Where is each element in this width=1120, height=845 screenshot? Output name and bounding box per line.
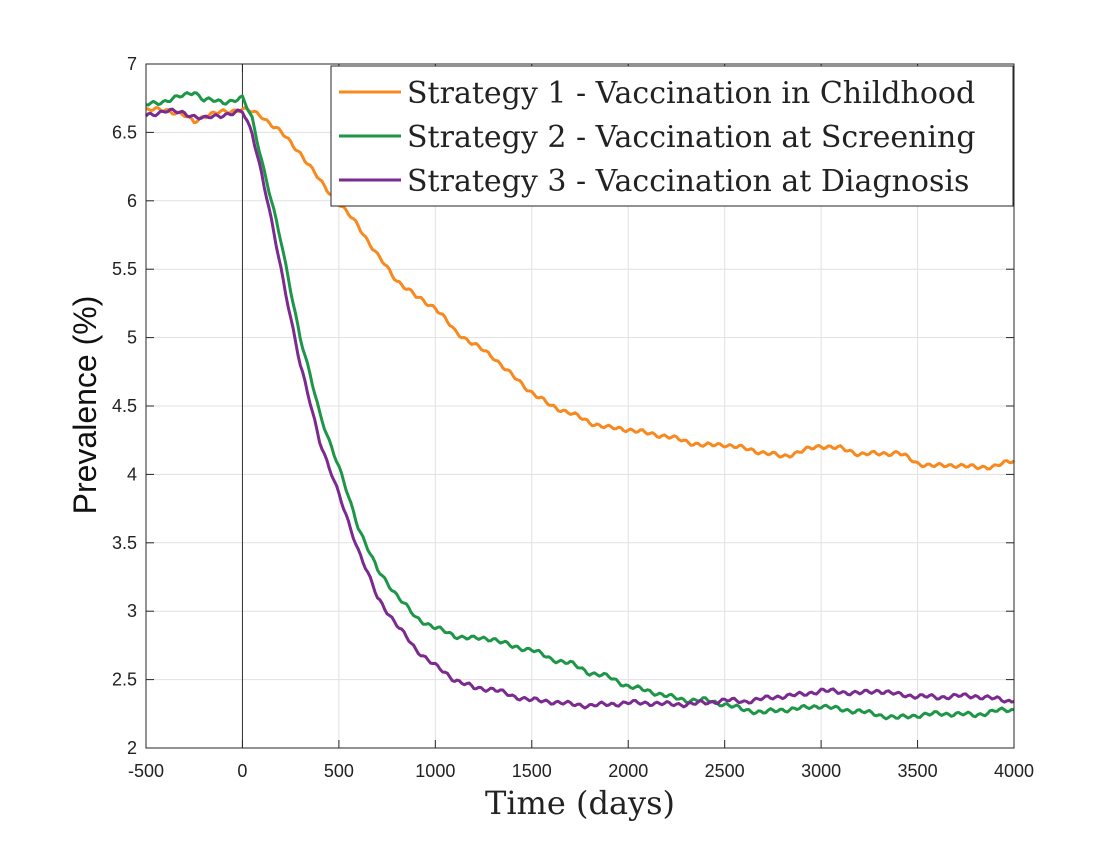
y-tick-label: 7 [127,54,137,74]
x-tick-label: -500 [128,761,164,781]
x-tick-label: 0 [237,761,247,781]
series-line-3 [144,107,1015,710]
x-axis-ticks: -500 0 500 1000 1500 2000 2500 3000 3500 4000 [128,64,1034,781]
y-tick-label: 4.5 [112,396,137,416]
x-axis-label: Time (days) [485,784,675,822]
x-tick-label: 1000 [415,761,455,781]
y-axis-label: Prevalence (%) [67,296,103,515]
legend-label: Strategy 1 - Vaccination in Childhood [407,76,975,111]
y-tick-label: 3 [127,601,137,621]
y-axis-ticks: 2 2.5 3 3.5 4 4.5 5 5.5 6 6.5 7 [112,54,1014,758]
y-tick-label: 6.5 [112,122,137,142]
series-line-2 [145,91,1015,721]
y-tick-label: 3.5 [112,533,137,553]
y-tick-label: 6 [127,191,137,211]
x-tick-label: 3000 [801,761,841,781]
x-tick-label: 4000 [994,761,1034,781]
legend-label: Strategy 3 - Vaccination at Diagnosis [407,164,969,199]
x-tick-label: 500 [324,761,354,781]
y-tick-label: 2 [127,738,137,758]
x-tick-label: 3500 [898,761,938,781]
legend-label: Strategy 2 - Vaccination at Screening [407,120,976,155]
legend-box [330,65,1014,207]
x-tick-label: 2000 [608,761,648,781]
y-tick-label: 2.5 [112,670,137,690]
x-tick-label: 1500 [512,761,552,781]
series-lines [144,91,1015,721]
y-tick-label: 5.5 [112,259,137,279]
series-line-1 [145,106,1015,471]
y-tick-label: 5 [127,328,137,348]
y-tick-label: 4 [127,464,137,484]
legend: Strategy 1 - Vaccination in Childhood Str… [330,65,1014,207]
x-tick-label: 2500 [705,761,745,781]
